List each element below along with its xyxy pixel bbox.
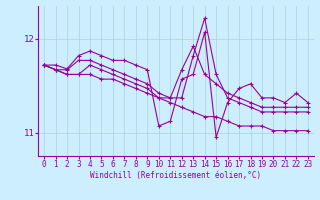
X-axis label: Windchill (Refroidissement éolien,°C): Windchill (Refroidissement éolien,°C) bbox=[91, 171, 261, 180]
